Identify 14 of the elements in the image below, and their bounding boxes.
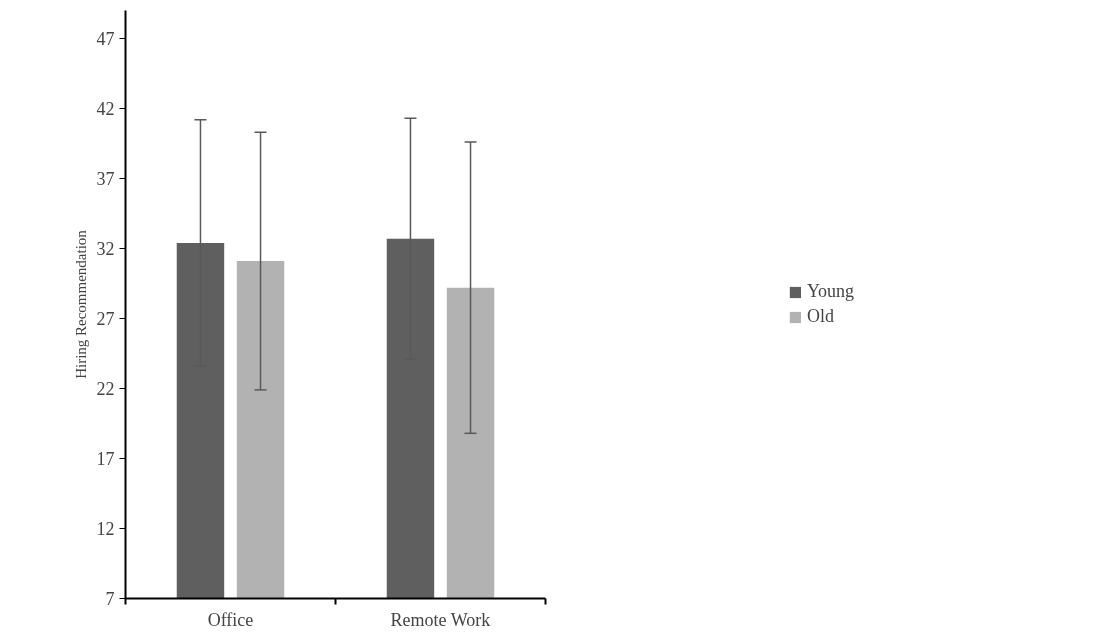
y-tick-label: 7	[105, 589, 115, 609]
y-axis-title: Hiring Recommendation	[72, 229, 89, 379]
y-tick-label: 17	[96, 449, 115, 469]
legend-label: Young	[806, 281, 855, 302]
y-tick-label: 32	[96, 239, 115, 259]
y-tick-label: 22	[96, 379, 115, 399]
y-tick-label: 47	[96, 29, 115, 49]
y-tick-label: 42	[96, 99, 115, 119]
y-tick-label: 37	[96, 169, 115, 189]
x-tick-label: Remote Work	[390, 609, 491, 630]
y-tick-label: 12	[96, 519, 115, 539]
legend-label: Old	[806, 306, 834, 327]
y-tick-label: 27	[96, 309, 115, 329]
x-tick-label: Office	[207, 609, 254, 630]
